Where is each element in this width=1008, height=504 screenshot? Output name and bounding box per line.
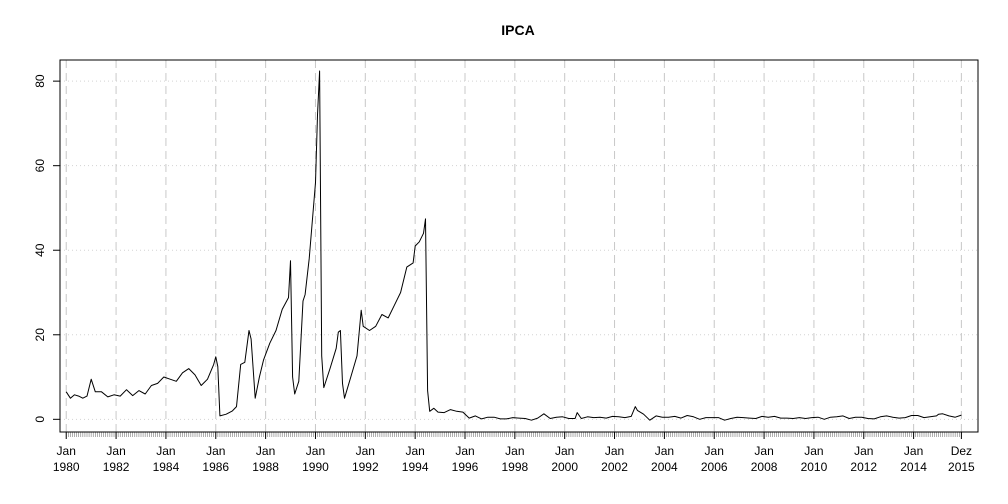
x-tick-label-year: 1992 <box>352 460 379 474</box>
x-tick-label-month: Jan <box>455 444 474 458</box>
x-tick-label-month: Jan <box>505 444 524 458</box>
x-tick-label-month: Jan <box>605 444 624 458</box>
x-tick-label-month: Jan <box>655 444 674 458</box>
y-tick-label: 40 <box>33 243 47 257</box>
grid-layer <box>60 60 978 432</box>
x-tick-label-year: 2012 <box>850 460 877 474</box>
x-tick-label-month: Jan <box>356 444 375 458</box>
x-tick-label-month: Jan <box>405 444 424 458</box>
x-tick-label-year: 2010 <box>801 460 828 474</box>
x-tick-label-year: 1990 <box>302 460 329 474</box>
x-tick-label-year: 1986 <box>202 460 229 474</box>
minor-tick-strip <box>65 432 962 437</box>
x-tick-label-month: Jan <box>57 444 76 458</box>
x-tick-label-month: Jan <box>754 444 773 458</box>
x-tick-label-year: 2002 <box>601 460 628 474</box>
x-axis: Jan 1980 Jan 1982 Jan 1984 Jan 1986 Jan 1988 Jan 19… <box>53 431 975 474</box>
x-tick-label-month: Jan <box>206 444 225 458</box>
x-tick-label-month: Jan <box>804 444 823 458</box>
y-tick-label: 60 <box>33 159 47 173</box>
x-tick-label-year: 1998 <box>501 460 528 474</box>
series-layer <box>65 70 962 421</box>
series-line-1 <box>65 70 962 421</box>
x-tick-label-month: Dez <box>951 444 972 458</box>
x-tick-label-year: 1982 <box>103 460 130 474</box>
y-axis: 0 20 40 60 80 <box>33 74 61 423</box>
y-tick-label: 0 <box>33 416 47 423</box>
x-tick-label-year: 2014 <box>900 460 927 474</box>
x-tick-label-year: 2006 <box>701 460 728 474</box>
x-tick-label-month: Jan <box>854 444 873 458</box>
x-tick-label-month: Jan <box>256 444 275 458</box>
x-tick-label-month: Jan <box>156 444 175 458</box>
x-tick-label-year: 1988 <box>252 460 279 474</box>
x-tick-label-month: Jan <box>306 444 325 458</box>
x-tick-label-month: Jan <box>555 444 574 458</box>
y-tick-label: 20 <box>33 328 47 342</box>
x-tick-label-month: Jan <box>106 444 125 458</box>
x-tick-label-month: Jan <box>705 444 724 458</box>
x-tick-label-year: 1994 <box>402 460 429 474</box>
chart-title: IPCA <box>501 22 534 38</box>
x-tick-label-year: 1984 <box>153 460 180 474</box>
x-tick-label-year: 2015 <box>948 460 975 474</box>
plot-frame <box>59 59 979 433</box>
x-tick-label-month: Jan <box>904 444 923 458</box>
y-tick-label: 80 <box>33 74 47 88</box>
x-tick-label-year: 1980 <box>53 460 80 474</box>
x-tick-label-year: 1996 <box>452 460 479 474</box>
x-tick-label-year: 2004 <box>651 460 678 474</box>
x-tick-label-year: 2008 <box>751 460 778 474</box>
x-tick-label-year: 2000 <box>551 460 578 474</box>
